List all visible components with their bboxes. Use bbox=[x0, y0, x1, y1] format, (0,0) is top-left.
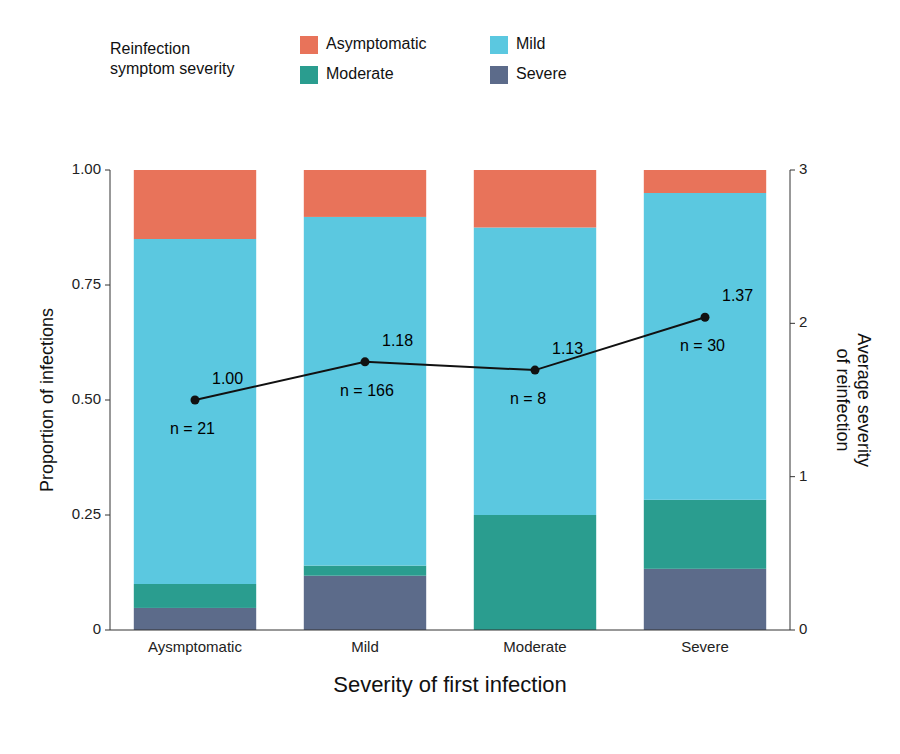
text-line: Proportion of infections bbox=[37, 308, 57, 492]
bar-segment bbox=[134, 584, 256, 608]
x-axis-title: Severity of first infection bbox=[333, 672, 567, 697]
avg-severity-label: 1.13 bbox=[552, 340, 583, 357]
bar-segment bbox=[474, 170, 596, 228]
y-tick-label: 0.25 bbox=[72, 505, 101, 522]
bar-segment bbox=[474, 515, 596, 630]
x-tick-label: Mild bbox=[351, 638, 379, 655]
avg-severity-label: 1.37 bbox=[722, 287, 753, 304]
text-line: symptom severity bbox=[110, 60, 234, 77]
background bbox=[0, 0, 900, 754]
bar-segment bbox=[304, 566, 426, 576]
avg-severity-label: 1.18 bbox=[382, 332, 413, 349]
bar-segment bbox=[304, 576, 426, 630]
legend-title: Reinfection symptom severity bbox=[110, 40, 234, 77]
y2-tick bbox=[790, 323, 795, 324]
bar-segment bbox=[644, 569, 766, 630]
legend-swatch bbox=[300, 66, 318, 84]
legend: Reinfection symptom severity Asymptomatic M… bbox=[110, 35, 567, 84]
bar-segment bbox=[134, 608, 256, 630]
legend-label: Severe bbox=[516, 65, 567, 82]
y2-tick bbox=[790, 170, 795, 171]
legend-label: Moderate bbox=[326, 65, 394, 82]
y-tick bbox=[105, 285, 110, 286]
line-marker bbox=[531, 366, 540, 375]
y-tick-label: 1.00 bbox=[72, 160, 101, 177]
bar-segment bbox=[644, 193, 766, 500]
legend-swatch bbox=[490, 66, 508, 84]
n-label: n = 30 bbox=[680, 337, 725, 354]
chart: 1.00 n = 21 1.18 n = 166 1.13 n = 8 1.37 n = 30… bbox=[0, 0, 900, 754]
x-axis-line bbox=[110, 630, 790, 631]
y2-tick bbox=[790, 476, 795, 477]
line-marker bbox=[701, 313, 710, 322]
y2-tick-label: 1 bbox=[799, 467, 807, 484]
n-label: n = 166 bbox=[340, 382, 394, 399]
legend-swatch bbox=[490, 36, 508, 54]
bar-segment bbox=[644, 500, 766, 569]
bar-segment bbox=[304, 170, 426, 217]
y2-axis-title: Average severityof reinfection bbox=[833, 333, 874, 467]
bar-segment bbox=[134, 239, 256, 584]
n-label: n = 21 bbox=[170, 420, 215, 437]
y2-tick-label: 2 bbox=[799, 313, 807, 330]
y-tick-label: 0 bbox=[93, 620, 101, 637]
text-line: Average severity bbox=[854, 333, 874, 467]
y2-tick bbox=[790, 630, 795, 631]
x-tick-label: Aysmptomatic bbox=[148, 638, 242, 655]
bar-segment bbox=[474, 228, 596, 516]
y-tick-label: 0.75 bbox=[72, 275, 101, 292]
text-line: of reinfection bbox=[833, 348, 853, 451]
y-tick bbox=[105, 170, 110, 171]
avg-severity-label: 1.00 bbox=[212, 370, 243, 387]
text-line: Reinfection bbox=[110, 40, 190, 57]
y-tick bbox=[105, 515, 110, 516]
bar-segment bbox=[304, 217, 426, 566]
line-marker bbox=[191, 396, 200, 405]
bar-segment bbox=[134, 170, 256, 239]
x-tick-label: Moderate bbox=[503, 638, 566, 655]
legend-label: Mild bbox=[516, 35, 545, 52]
n-label: n = 8 bbox=[510, 390, 546, 407]
plot-area bbox=[134, 170, 766, 630]
bar-segment bbox=[644, 170, 766, 193]
x-tick-label: Severe bbox=[681, 638, 729, 655]
y-tick bbox=[105, 630, 110, 631]
y-tick-label: 0.50 bbox=[72, 390, 101, 407]
legend-swatch bbox=[300, 36, 318, 54]
y2-tick-label: 3 bbox=[799, 160, 807, 177]
annotations: 1.00 n = 21 1.18 n = 166 1.13 n = 8 1.37 n = 30 bbox=[170, 287, 753, 437]
y-axis-title: Proportion of infections bbox=[37, 308, 57, 492]
line-marker bbox=[361, 357, 370, 366]
legend-label: Asymptomatic bbox=[326, 35, 426, 52]
line bbox=[195, 317, 705, 400]
y2-tick-label: 0 bbox=[799, 620, 807, 637]
y-tick bbox=[105, 400, 110, 401]
y2-axis-line bbox=[790, 170, 791, 630]
axes: 0 0.25 0.50 0.75 1.00 0 1 2 3 Aysmptomatic Mild Mod… bbox=[72, 160, 808, 655]
